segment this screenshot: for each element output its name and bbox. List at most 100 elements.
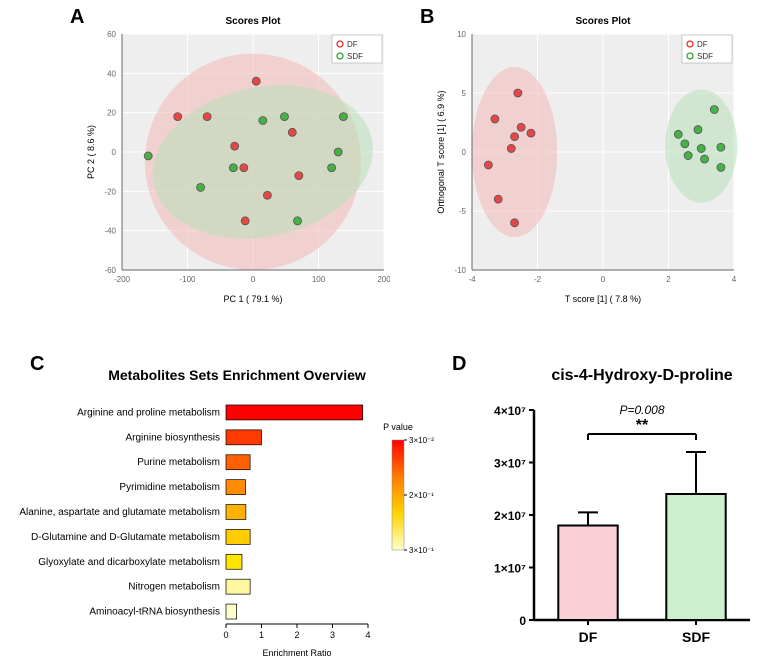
enrichment-bar (226, 604, 237, 619)
data-point (288, 128, 296, 136)
data-point (517, 123, 525, 131)
data-point (674, 130, 682, 138)
svg-text:-200: -200 (114, 275, 131, 284)
svg-text:0: 0 (112, 148, 117, 157)
data-point (710, 106, 718, 114)
svg-text:-5: -5 (459, 207, 467, 216)
legend: DF SDF (682, 35, 732, 63)
svg-text:Arginine and proline metabolis: Arginine and proline metabolism (77, 407, 220, 418)
svg-text:0: 0 (462, 148, 467, 157)
svg-text:Scores Plot: Scores Plot (575, 16, 631, 27)
svg-text:2×10⁷: 2×10⁷ (494, 509, 526, 523)
svg-text:DF: DF (697, 40, 708, 49)
svg-text:-60: -60 (104, 266, 116, 275)
enrichment-bar (226, 529, 250, 544)
svg-text:-10: -10 (454, 266, 466, 275)
panel-c-enrichment: Metabolites Sets Enrichment Overview 0 1 2 3… (0, 360, 440, 660)
data-point (328, 164, 336, 172)
svg-text:1×10⁷: 1×10⁷ (494, 562, 526, 576)
svg-text:Enrichment Ratio: Enrichment Ratio (262, 648, 331, 658)
enrichment-bar (226, 480, 246, 495)
panel-d-barchart: cis-4-Hydroxy-D-proline 0 1×10⁷ 2×10⁷ 3×10⁷ 4… (460, 360, 760, 660)
data-point (263, 191, 271, 199)
data-point (694, 126, 702, 134)
data-point (717, 143, 725, 151)
svg-text:200: 200 (377, 275, 390, 284)
data-point (241, 217, 249, 225)
svg-text:P=0.008: P=0.008 (619, 403, 664, 417)
data-point (527, 129, 535, 137)
svg-text:SDF: SDF (347, 52, 363, 61)
data-point (252, 77, 260, 85)
data-point (334, 148, 342, 156)
svg-text:2: 2 (294, 630, 299, 640)
svg-text:-40: -40 (104, 227, 116, 236)
svg-text:3×10⁻²: 3×10⁻² (409, 436, 434, 445)
svg-text:20: 20 (107, 109, 116, 118)
svg-text:60: 60 (107, 30, 116, 39)
enrichment-bar (226, 405, 363, 420)
data-point (511, 219, 519, 227)
data-point (697, 144, 705, 152)
panel-a-scores-plot: -200-1000100200-60-40-200204060Scores Pl… (80, 10, 390, 310)
svg-text:PC 1 ( 79.1 %): PC 1 ( 79.1 %) (223, 294, 282, 304)
legend: DFSDF (332, 35, 382, 63)
svg-text:PC 2 ( 8.6 %): PC 2 ( 8.6 %) (86, 125, 96, 179)
svg-text:-20: -20 (104, 187, 116, 196)
svg-text:100: 100 (312, 275, 326, 284)
enrichment-bar (226, 579, 250, 594)
enrichment-bar (226, 505, 246, 520)
svg-text:Metabolites Sets Enrichment Ov: Metabolites Sets Enrichment Overview (108, 367, 366, 383)
svg-text:**: ** (636, 417, 649, 434)
svg-text:2×10⁻¹: 2×10⁻¹ (409, 491, 434, 500)
svg-text:T score [1] ( 7.8 %): T score [1] ( 7.8 %) (565, 294, 641, 304)
svg-text:1: 1 (259, 630, 264, 640)
data-point (231, 142, 239, 150)
svg-text:0: 0 (601, 275, 606, 284)
svg-text:3: 3 (330, 630, 335, 640)
figure-root: A B C D -200-1000100200-60-40-200204060S… (0, 0, 762, 668)
data-point (259, 117, 267, 125)
svg-text:0: 0 (223, 630, 228, 640)
data-point (681, 140, 689, 148)
data-point (280, 113, 288, 121)
data-point (174, 113, 182, 121)
svg-text:D-Glutamine and D-Glutamate me: D-Glutamine and D-Glutamate metabolism (31, 532, 220, 543)
svg-text:3×10⁷: 3×10⁷ (494, 457, 526, 471)
svg-text:Aminoacyl-tRNA biosynthesis: Aminoacyl-tRNA biosynthesis (89, 607, 220, 618)
data-point (507, 144, 515, 152)
svg-text:Glyoxylate and dicarboxylate m: Glyoxylate and dicarboxylate metabolism (38, 557, 220, 568)
data-point (494, 195, 502, 203)
data-point (484, 161, 492, 169)
svg-text:Nitrogen metabolism: Nitrogen metabolism (128, 582, 220, 593)
svg-text:Pyrimidine metabolism: Pyrimidine metabolism (119, 482, 220, 493)
svg-text:P value: P value (383, 422, 413, 432)
enrichment-bar (226, 554, 242, 569)
data-point (684, 152, 692, 160)
enrichment-bar (226, 455, 250, 470)
svg-text:5: 5 (462, 89, 467, 98)
svg-text:3×10⁻¹: 3×10⁻¹ (409, 546, 434, 555)
data-point (514, 89, 522, 97)
data-point (294, 217, 302, 225)
svg-text:40: 40 (107, 69, 116, 78)
data-point (197, 183, 205, 191)
svg-text:0: 0 (519, 614, 526, 628)
svg-text:DF: DF (579, 629, 598, 645)
data-point (701, 155, 709, 163)
svg-text:4×10⁷: 4×10⁷ (494, 404, 526, 418)
bar (558, 526, 617, 621)
data-point (229, 164, 237, 172)
data-point (511, 133, 519, 141)
svg-text:Arginine biosynthesis: Arginine biosynthesis (126, 432, 221, 443)
data-point (717, 163, 725, 171)
svg-text:Scores Plot: Scores Plot (225, 16, 281, 27)
svg-text:-4: -4 (468, 275, 476, 284)
colorbar: P value 3×10⁻² 2×10⁻¹ 3×10⁻¹ (383, 422, 434, 555)
data-point (295, 172, 303, 180)
data-point (203, 113, 211, 121)
svg-text:cis-4-Hydroxy-D-proline: cis-4-Hydroxy-D-proline (551, 367, 732, 384)
svg-text:SDF: SDF (697, 52, 713, 61)
svg-text:2: 2 (666, 275, 671, 284)
panel-b-scores-plot: -4-2024-10-50510Scores PlotT score [1] (… (430, 10, 740, 310)
